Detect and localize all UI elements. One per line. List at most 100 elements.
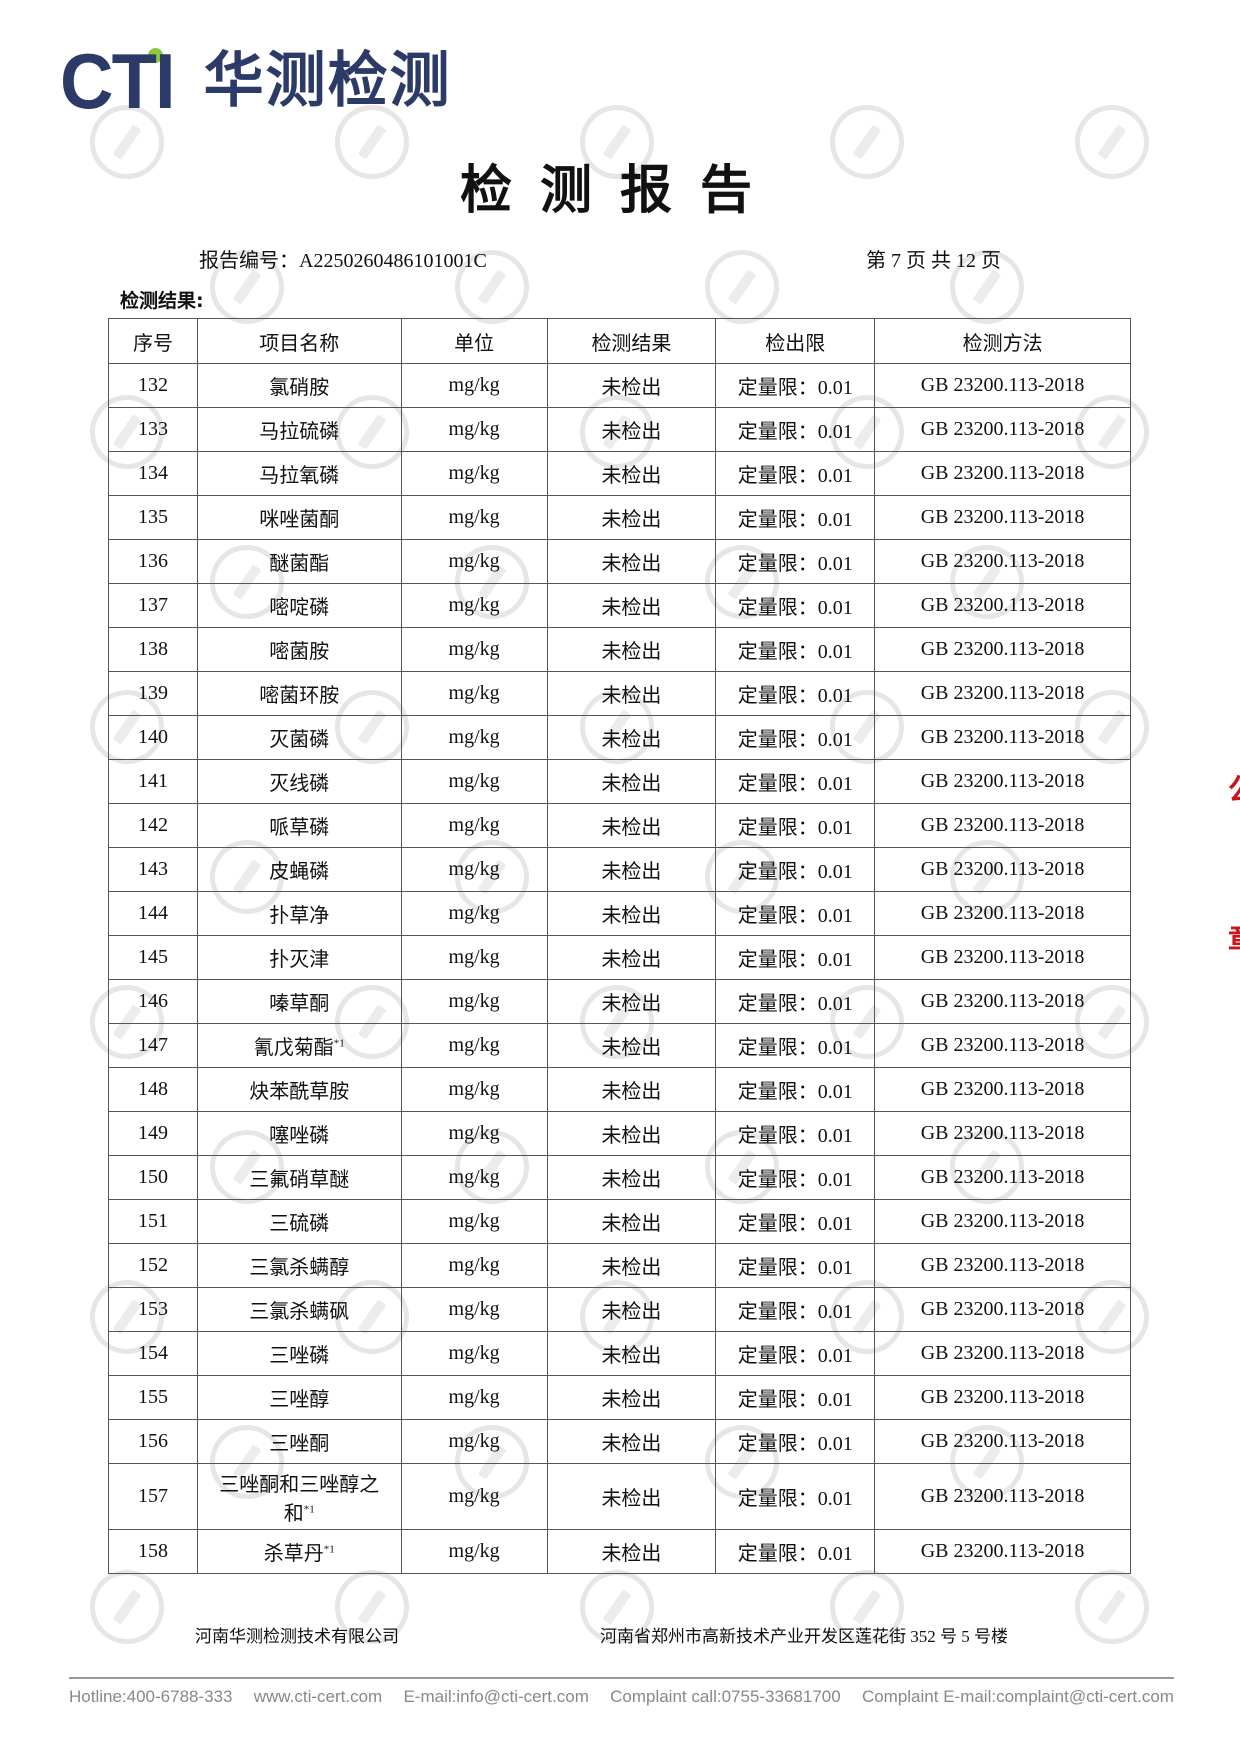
- item-name: 三氯杀螨醇: [196, 1243, 402, 1288]
- table-row: 155 三唑醇 mg/kg 未检出 定量限：0.01 GB 23200.113-2018: [108, 1375, 1131, 1420]
- unit: mg/kg: [400, 495, 548, 540]
- detection-limit: 定量限：0.01: [715, 1463, 876, 1530]
- row-number: 146: [108, 979, 198, 1024]
- table-row: 156 三唑酮 mg/kg 未检出 定量限：0.01 GB 23200.113-2018: [108, 1419, 1131, 1464]
- row-number: 134: [108, 451, 198, 496]
- table-row: 150 三氟硝草醚 mg/kg 未检出 定量限：0.01 GB 23200.113-201…: [108, 1155, 1131, 1200]
- detection-limit: 定量限：0.01: [715, 1375, 876, 1420]
- row-number: 148: [108, 1067, 198, 1112]
- unit: mg/kg: [400, 891, 548, 936]
- table-row: 133 马拉硫磷 mg/kg 未检出 定量限：0.01 GB 23200.113-2018: [108, 407, 1131, 452]
- detection-limit: 定量限：0.01: [715, 759, 876, 804]
- test-method: GB 23200.113-2018: [874, 1067, 1131, 1112]
- item-name: 三硫磷: [196, 1199, 402, 1244]
- table-row: 151 三硫磷 mg/kg 未检出 定量限：0.01 GB 23200.113-2018: [108, 1199, 1131, 1244]
- table-row: 140 灭菌磷 mg/kg 未检出 定量限：0.01 GB 23200.113-2018: [108, 715, 1131, 760]
- item-name: 三唑磷: [196, 1331, 402, 1376]
- unit: mg/kg: [400, 1529, 548, 1574]
- test-method: GB 23200.113-2018: [874, 1419, 1131, 1464]
- footer-company: 河南华测检测技术有限公司: [195, 1627, 399, 1646]
- footer-contacts: Hotline:400-6788-333 www.cti-cert.com E-ma…: [69, 1687, 1174, 1707]
- unit: mg/kg: [400, 1023, 548, 1068]
- seal-stamp-fragment: 公: [1228, 765, 1240, 809]
- result: 未检出: [546, 1111, 717, 1156]
- company-logo: CTI 华测检测: [60, 42, 452, 120]
- result: 未检出: [546, 1023, 717, 1068]
- result: 未检出: [546, 407, 717, 452]
- table-row: 154 三唑磷 mg/kg 未检出 定量限：0.01 GB 23200.113-2018: [108, 1331, 1131, 1376]
- item-name: 灭菌磷: [196, 715, 402, 760]
- test-method: GB 23200.113-2018: [874, 1375, 1131, 1420]
- item-name: 灭线磷: [196, 759, 402, 804]
- unit: mg/kg: [400, 451, 548, 496]
- table-row: 132 氯硝胺 mg/kg 未检出 定量限：0.01 GB 23200.113-2018: [108, 363, 1131, 408]
- result: 未检出: [546, 363, 717, 408]
- detection-limit: 定量限：0.01: [715, 935, 876, 980]
- footnote-marker: *1: [323, 1543, 335, 1556]
- item-name-text: 三唑醇: [269, 1389, 330, 1411]
- result: 未检出: [546, 1419, 717, 1464]
- footer-divider: [69, 1677, 1174, 1679]
- item-name: 三唑醇: [196, 1375, 402, 1420]
- row-number: 144: [108, 891, 198, 936]
- test-method: GB 23200.113-2018: [874, 451, 1131, 496]
- row-number: 137: [108, 583, 198, 628]
- result: 未检出: [546, 539, 717, 584]
- item-name-text: 哌草磷: [269, 817, 330, 839]
- item-name: 三唑酮: [196, 1419, 402, 1464]
- detection-limit: 定量限：0.01: [715, 715, 876, 760]
- item-name: 醚菌酯: [196, 539, 402, 584]
- item-name: 炔苯酰草胺: [196, 1067, 402, 1112]
- detection-limit: 定量限：0.01: [715, 363, 876, 408]
- result: 未检出: [546, 1287, 717, 1332]
- unit: mg/kg: [400, 407, 548, 452]
- row-number: 153: [108, 1287, 198, 1332]
- item-name-text: 嘧菌环胺: [259, 685, 340, 707]
- unit: mg/kg: [400, 1375, 548, 1420]
- detection-limit: 定量限：0.01: [715, 1023, 876, 1068]
- row-number: 156: [108, 1419, 198, 1464]
- contact-item: E-mail:info@cti-cert.com: [403, 1687, 589, 1706]
- result: 未检出: [546, 627, 717, 672]
- detection-limit: 定量限：0.01: [715, 671, 876, 716]
- test-method: GB 23200.113-2018: [874, 979, 1131, 1024]
- unit: mg/kg: [400, 363, 548, 408]
- results-table: 序号 项目名称 单位 检测结果 检出限 检测方法 132 氯硝胺 mg/kg 未检出 定量限：0.…: [108, 318, 1131, 1574]
- result: 未检出: [546, 759, 717, 804]
- row-number: 149: [108, 1111, 198, 1156]
- detection-limit: 定量限：0.01: [715, 407, 876, 452]
- test-method: GB 23200.113-2018: [874, 1023, 1131, 1068]
- item-name: 噻唑磷: [196, 1111, 402, 1156]
- item-name: 嘧菌环胺: [196, 671, 402, 716]
- unit: mg/kg: [400, 759, 548, 804]
- test-method: GB 23200.113-2018: [874, 539, 1131, 584]
- item-name-text: 嗪草酮: [269, 993, 330, 1015]
- table-row: 158 杀草丹*1 mg/kg 未检出 定量限：0.01 GB 23200.113-201…: [108, 1529, 1131, 1574]
- item-name: 马拉硫磷: [196, 407, 402, 452]
- result: 未检出: [546, 671, 717, 716]
- result: 未检出: [546, 935, 717, 980]
- item-name: 三唑酮和三唑醇之和*1: [196, 1463, 402, 1530]
- unit: mg/kg: [400, 1199, 548, 1244]
- item-name-text: 三唑酮和三唑醇之和: [219, 1473, 380, 1525]
- row-number: 150: [108, 1155, 198, 1200]
- table-row: 152 三氯杀螨醇 mg/kg 未检出 定量限：0.01 GB 23200.113-201…: [108, 1243, 1131, 1288]
- result: 未检出: [546, 847, 717, 892]
- row-number: 138: [108, 627, 198, 672]
- column-header: 序号: [108, 318, 198, 364]
- test-method: GB 23200.113-2018: [874, 583, 1131, 628]
- page-info: 第 7 页 共 12 页: [866, 250, 1001, 272]
- result: 未检出: [546, 1067, 717, 1112]
- detection-limit: 定量限：0.01: [715, 891, 876, 936]
- unit: mg/kg: [400, 847, 548, 892]
- row-number: 136: [108, 539, 198, 584]
- detection-limit: 定量限：0.01: [715, 539, 876, 584]
- item-name-text: 嘧啶磷: [269, 597, 330, 619]
- item-name-text: 灭线磷: [269, 773, 330, 795]
- unit: mg/kg: [400, 1287, 548, 1332]
- table-row: 147 氰戊菊酯*1 mg/kg 未检出 定量限：0.01 GB 23200.113-20…: [108, 1023, 1131, 1068]
- item-name: 哌草磷: [196, 803, 402, 848]
- detection-limit: 定量限：0.01: [715, 1199, 876, 1244]
- item-name-text: 三氯杀螨醇: [249, 1257, 350, 1279]
- item-name: 马拉氧磷: [196, 451, 402, 496]
